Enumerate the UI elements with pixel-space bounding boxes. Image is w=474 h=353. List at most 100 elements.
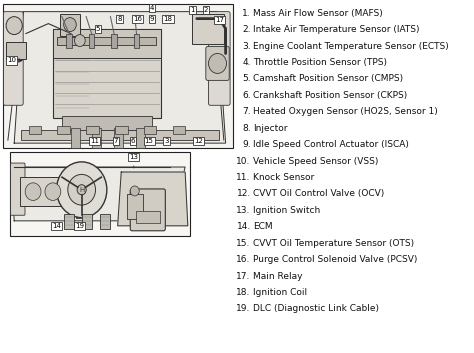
FancyBboxPatch shape [209,12,230,105]
Text: 17: 17 [215,17,224,23]
Circle shape [130,186,139,196]
Circle shape [77,185,86,195]
Bar [115,126,128,134]
Bar [89,34,94,48]
Bar [82,214,92,229]
Text: Intake Air Temperature Sensor (IATS): Intake Air Temperature Sensor (IATS) [254,25,420,34]
Text: 6.: 6. [242,91,251,100]
Text: 8.: 8. [242,124,251,133]
Text: 12: 12 [194,138,203,144]
Bar [92,128,101,148]
Text: 15: 15 [145,138,154,144]
Text: 14.: 14. [237,222,251,231]
Bar [134,34,139,48]
Text: 17.: 17. [237,271,251,281]
Text: 2: 2 [204,7,208,13]
Text: 18: 18 [164,16,173,22]
Bar [192,14,224,43]
Text: 2.: 2. [242,25,251,34]
Polygon shape [14,12,226,143]
Circle shape [25,183,41,201]
Bar [111,34,117,48]
Text: CVVT Oil Temperature Sensor (OTS): CVVT Oil Temperature Sensor (OTS) [254,239,415,248]
Text: 1.: 1. [242,9,251,18]
Text: 4.: 4. [242,58,251,67]
Text: DLC (Diagnostic Link Cable): DLC (Diagnostic Link Cable) [254,305,380,313]
Text: Ignition Coil: Ignition Coil [254,288,308,297]
Bar [21,130,219,140]
Text: 11.: 11. [237,173,251,182]
Text: ECM: ECM [254,222,273,231]
Text: Heated Oxygen Sensor (HO2S, Sensor 1): Heated Oxygen Sensor (HO2S, Sensor 1) [254,107,438,116]
Text: 3.: 3. [242,42,251,50]
Bar [71,128,80,148]
Bar [66,34,72,48]
Text: Camshaft Position Sensor (CMPS): Camshaft Position Sensor (CMPS) [254,74,404,83]
Bar [3,4,233,148]
Text: 3: 3 [164,138,168,144]
Text: Ignition Switch: Ignition Switch [254,206,321,215]
Bar [53,29,161,118]
Bar [57,37,156,44]
FancyBboxPatch shape [10,163,25,215]
Bar [114,128,123,148]
Text: 7.: 7. [242,107,251,116]
FancyBboxPatch shape [3,12,23,105]
Text: 18.: 18. [237,288,251,297]
Text: 1: 1 [190,7,194,13]
Bar [28,126,41,134]
Bar [173,126,185,134]
Text: Knock Sensor: Knock Sensor [254,173,315,182]
Bar [136,128,145,148]
Text: 19.: 19. [237,305,251,313]
Text: 8: 8 [117,16,122,22]
Bar [100,214,110,229]
Bar [86,126,99,134]
Text: CVVT Oil Control Valve (OCV): CVVT Oil Control Valve (OCV) [254,190,385,198]
Circle shape [45,183,61,201]
Text: 11: 11 [90,138,99,144]
Circle shape [56,162,107,218]
Text: 12.: 12. [237,190,251,198]
Circle shape [209,54,227,73]
Text: H: H [79,187,84,193]
Text: Crankshaft Position Sensor (CKPS): Crankshaft Position Sensor (CKPS) [254,91,408,100]
Bar [6,42,26,59]
Bar [62,116,152,130]
Bar [144,126,156,134]
Polygon shape [11,167,185,221]
Text: 13.: 13. [237,206,251,215]
Text: 7: 7 [114,138,118,144]
Text: Main Relay: Main Relay [254,271,303,281]
Bar [57,126,70,134]
Text: 16.: 16. [237,255,251,264]
Text: 4: 4 [150,5,154,11]
Text: 6: 6 [131,138,135,144]
Text: 16: 16 [133,16,142,22]
Text: Injector: Injector [254,124,288,133]
Bar [136,211,160,223]
Text: Throttle Position Sensor (TPS): Throttle Position Sensor (TPS) [254,58,388,67]
FancyBboxPatch shape [206,47,229,80]
Bar [60,14,80,36]
Text: 13: 13 [129,154,138,160]
Text: Vehicle Speed Sensor (VSS): Vehicle Speed Sensor (VSS) [254,157,379,166]
Text: Purge Control Solenoid Valve (PCSV): Purge Control Solenoid Valve (PCSV) [254,255,418,264]
Polygon shape [118,172,188,226]
Text: Engine Coolant Temperature Sensor (ECTS): Engine Coolant Temperature Sensor (ECTS) [254,42,449,50]
Circle shape [64,18,76,31]
Bar [64,214,74,229]
Bar [53,29,161,59]
Text: 9.: 9. [242,140,251,149]
Circle shape [68,174,96,205]
Bar [20,177,65,206]
Text: 14: 14 [52,223,61,229]
Circle shape [74,35,85,47]
FancyBboxPatch shape [130,189,165,231]
Text: 5.: 5. [242,74,251,83]
Bar [9,152,190,236]
Text: Mass Air Flow Sensor (MAFS): Mass Air Flow Sensor (MAFS) [254,9,383,18]
Circle shape [6,17,22,35]
Text: 15.: 15. [237,239,251,248]
Text: 5: 5 [96,25,100,31]
